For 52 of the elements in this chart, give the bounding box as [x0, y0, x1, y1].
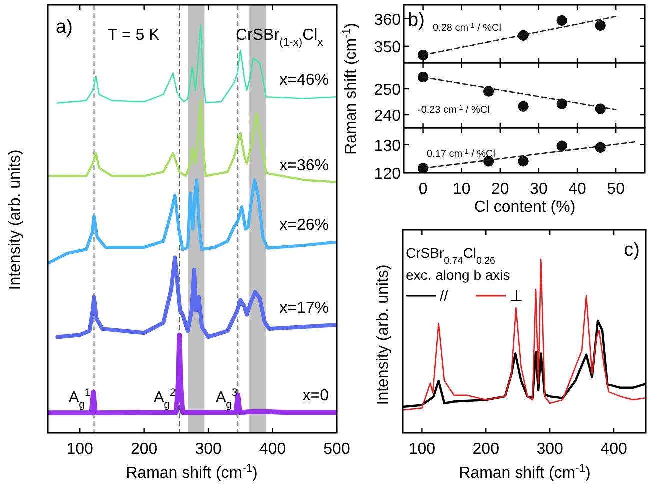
y-tick-label: 360: [374, 12, 402, 29]
x-tick-label: 50: [607, 181, 626, 198]
series-label: x=36%: [280, 157, 329, 174]
point: [595, 20, 606, 32]
annotation: a): [56, 17, 73, 38]
point: [556, 98, 568, 110]
x-axis-title: Raman shift (cm$^{-1}$): [459, 463, 591, 482]
series-label: x=17%: [280, 300, 329, 317]
x-tick-label: 200: [130, 441, 158, 458]
x-axis-title: Cl content (%): [474, 199, 576, 216]
x-tick-label: 100: [66, 441, 94, 458]
annotation: CrSBr$_{(1-x)}$Cl$_{x}$: [236, 27, 324, 49]
x-tick-label: 40: [568, 181, 587, 198]
x-tick-label: 400: [259, 441, 286, 458]
x-axis-title: Raman shift (cm$^{-1}$): [126, 463, 258, 482]
y-tick-label: 350: [374, 39, 402, 56]
x-tick-label: 10: [452, 181, 471, 198]
legend-label: ⊥: [510, 288, 523, 305]
series-label: x=0: [302, 388, 330, 405]
x-tick-label: 500: [324, 441, 350, 458]
x-tick-label: 20: [492, 181, 510, 198]
point: [418, 163, 429, 173]
y-tick-label: 240: [374, 108, 402, 125]
y-tick-label: 130: [374, 138, 402, 155]
legend-label: //: [440, 288, 450, 305]
x-tick-label: 30: [530, 181, 548, 198]
x-tick-label: 300: [195, 441, 222, 458]
annotation: -0.23 cm$^{-1}$ / %Cl: [418, 104, 490, 116]
point: [418, 72, 429, 83]
x-tick-label: 0: [418, 181, 428, 198]
y-axis-title: Intensity (arb. units): [375, 264, 392, 406]
y-axis-title: Intensity (arb. units): [7, 150, 24, 290]
series-label: x=46%: [280, 72, 329, 90]
point: [518, 156, 529, 167]
x-tick-label: 400: [600, 441, 628, 458]
annotation: exc. along b axis: [406, 267, 510, 283]
annotation: c): [624, 240, 640, 261]
x-tick-label: 200: [472, 441, 500, 458]
point: [518, 101, 529, 112]
y-tick-label: 120: [374, 166, 402, 183]
point: [556, 15, 568, 26]
annotation: CrSBr$_{0.74}$Cl$_{0.26}$: [406, 245, 496, 266]
annotation: 0.28 cm$^{-1}$ / %Cl: [433, 22, 502, 34]
annotation: 0.17 cm$^{-1}$ / %Cl: [427, 148, 496, 160]
annotation: T = 5 K: [108, 27, 160, 44]
y-tick-label: 250: [374, 82, 402, 99]
annotation: b): [408, 10, 425, 31]
point: [556, 140, 568, 152]
series-label: x=26%: [280, 217, 329, 234]
point: [484, 86, 494, 97]
x-tick-label: 300: [536, 441, 564, 458]
x-tick-label: 100: [408, 441, 436, 458]
